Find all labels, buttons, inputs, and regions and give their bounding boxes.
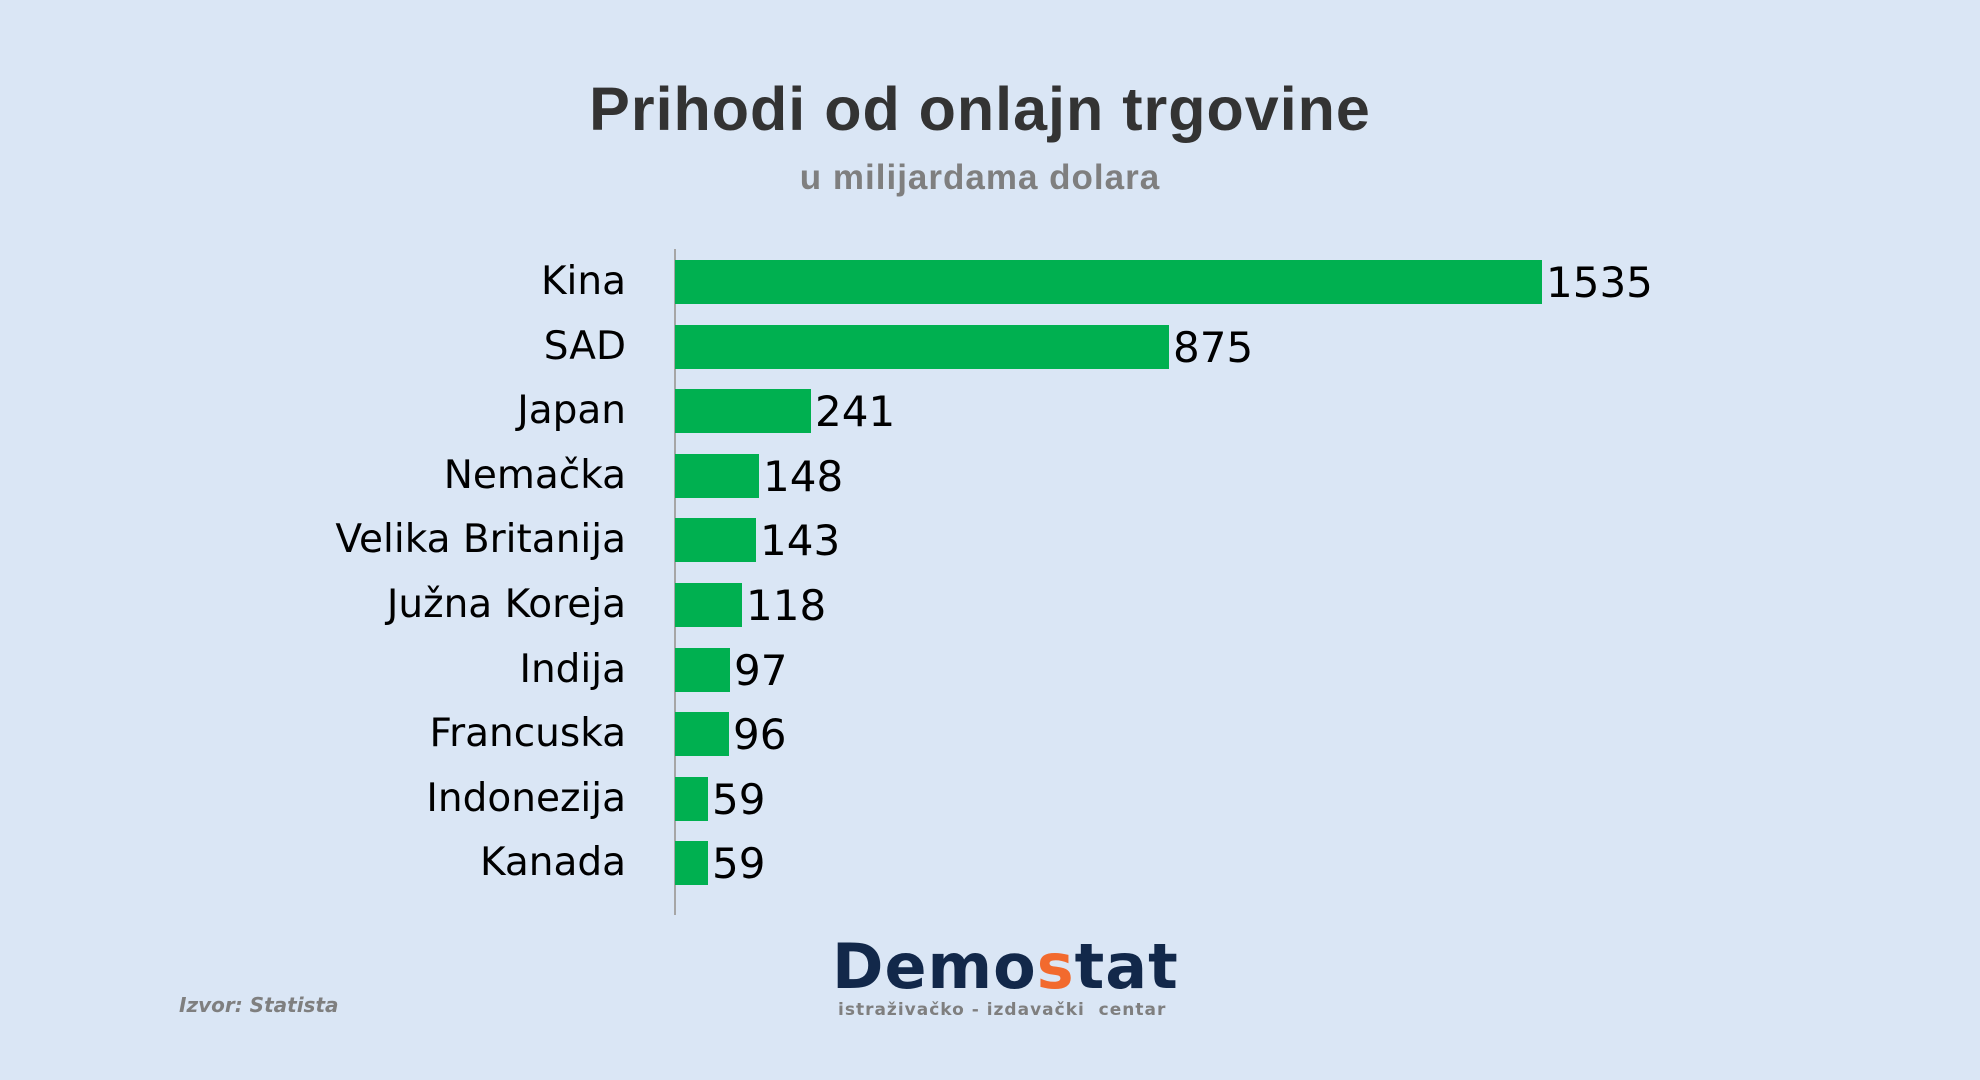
logo-text-end: tat xyxy=(1074,930,1179,1003)
bar-row: Velika Britanija 143 xyxy=(0,516,1980,565)
value-label: 1535 xyxy=(1546,258,1653,307)
bar-row: Kina 1535 xyxy=(0,258,1980,307)
value-label: 96 xyxy=(733,710,787,760)
chart-title-text: Prihodi od onlajn trgovine xyxy=(589,75,1371,143)
bar-row: Indija 97 xyxy=(0,646,1980,695)
logo-tagline: istraživačko - izdavački centar xyxy=(838,1000,1167,1020)
source-note: Izvor: Statista xyxy=(179,993,339,1017)
value-label: 241 xyxy=(815,387,896,437)
bar xyxy=(675,712,729,757)
bar-row: Indonezija 59 xyxy=(0,775,1980,824)
category-label: Francuska xyxy=(429,711,626,757)
value-label: 59 xyxy=(712,774,766,824)
chart-subtitle: u milijardama dolara xyxy=(0,158,1980,198)
category-label: Indonezija xyxy=(426,775,626,821)
category-label: Japan xyxy=(517,388,626,434)
chart-title: Prihodi od onlajn trgovine xyxy=(0,74,1980,144)
logo-text-accent: s xyxy=(1036,930,1075,1003)
category-label: Kanada xyxy=(479,840,626,886)
category-label: Južna Koreja xyxy=(386,582,626,627)
chart-subtitle-text: u milijardama dolara xyxy=(799,158,1161,197)
value-label: 875 xyxy=(1173,322,1254,372)
category-label: Kina xyxy=(540,259,626,304)
bar xyxy=(675,647,730,692)
value-label: 148 xyxy=(763,451,844,501)
category-axis-line xyxy=(674,249,676,915)
value-label: 143 xyxy=(760,516,841,566)
value-label: 97 xyxy=(734,645,788,695)
demostat-logo: Demostat xyxy=(832,935,1179,999)
bar xyxy=(675,453,759,498)
bar-row: Kanada 59 xyxy=(0,839,1980,888)
bar xyxy=(675,324,1169,369)
bar xyxy=(675,518,756,563)
value-label: 118 xyxy=(746,581,827,630)
value-label: 59 xyxy=(712,839,766,889)
bar xyxy=(675,260,1542,304)
bar-row: Nemačka 148 xyxy=(0,452,1980,501)
category-label: Nemačka xyxy=(443,452,626,498)
bar xyxy=(675,583,742,627)
bar-row: SAD 875 xyxy=(0,323,1980,372)
bar-row: Južna Koreja 118 xyxy=(0,581,1980,630)
category-label: Velika Britanija xyxy=(335,517,626,563)
bar-row: Francuska 96 xyxy=(0,710,1980,759)
bar xyxy=(675,841,708,886)
bar xyxy=(675,389,811,434)
logo-text-start: Demo xyxy=(832,930,1037,1003)
category-label: Indija xyxy=(519,646,626,692)
bar-row: Japan 241 xyxy=(0,387,1980,436)
category-label: SAD xyxy=(543,323,626,369)
bar xyxy=(675,776,708,821)
